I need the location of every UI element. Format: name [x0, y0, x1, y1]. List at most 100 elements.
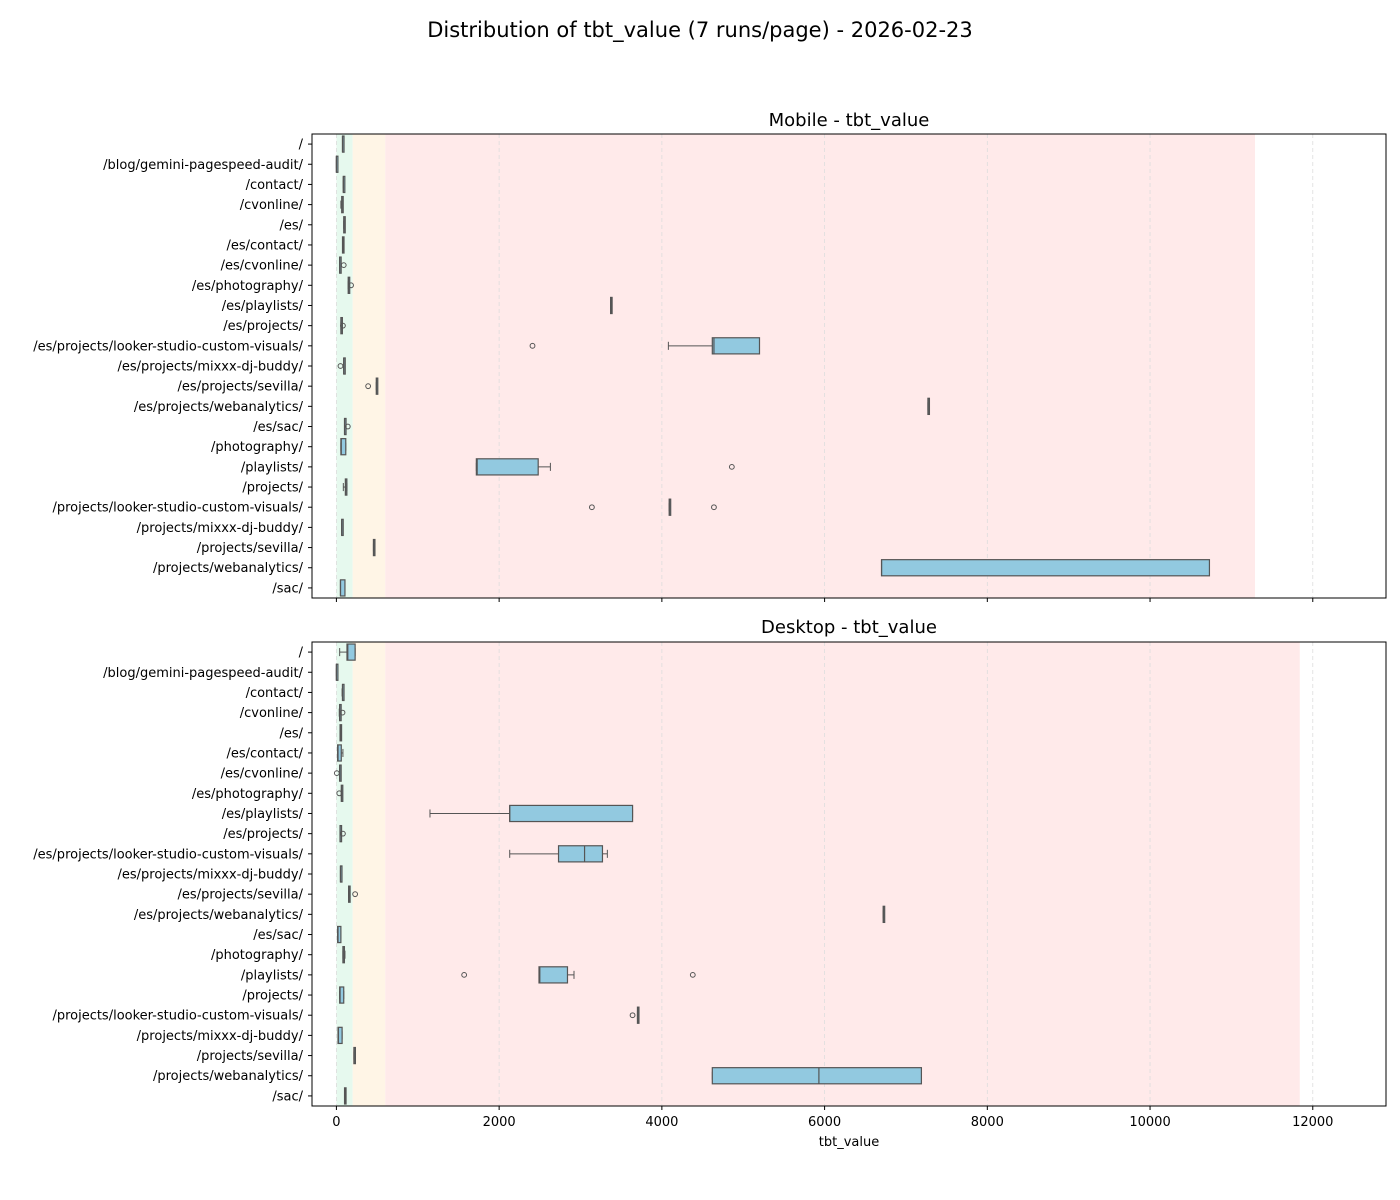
desktop-xtick-label: 8000 — [971, 1115, 1004, 1130]
mobile-box-4 — [343, 216, 346, 234]
mobile-ytick-label: /es/cvonline/ — [221, 259, 304, 274]
mobile-ytick-label: /es/projects/ — [223, 319, 303, 334]
desktop-x-axis-label: tbt_value — [819, 1135, 879, 1150]
mobile-outlier — [340, 262, 347, 269]
mobile-outlier — [348, 282, 354, 289]
desktop-box-14 — [337, 925, 342, 944]
desktop-zone-needs-improvement — [352, 642, 386, 1106]
mobile-ytick-label: /es/photography/ — [192, 279, 304, 294]
desktop-zone-poor — [385, 642, 1300, 1106]
desktop-box-5 — [337, 744, 344, 762]
desktop-ytick-label: /es/sac/ — [253, 928, 303, 943]
mobile-ytick-label: /projects/looker-studio-custom-visuals/ — [52, 501, 303, 516]
desktop-box-17 — [339, 986, 345, 1004]
desktop-box-0 — [339, 643, 356, 661]
desktop-ytick-label: / — [299, 646, 304, 661]
desktop-box-19 — [337, 1026, 343, 1045]
desktop-outlier — [340, 830, 346, 837]
desktop-box-10 — [509, 845, 608, 863]
mobile-box-16 — [475, 458, 735, 476]
desktop-outlier — [336, 790, 343, 797]
mobile-box-iqr — [711, 337, 761, 355]
mobile-panel-title: Mobile - tbt_value — [769, 110, 930, 131]
desktop-box-13 — [882, 905, 886, 924]
mobile-ytick-label: / — [299, 138, 304, 153]
desktop-outlier — [689, 971, 696, 978]
desktop-ytick-label: /es/projects/webanalytics/ — [134, 908, 304, 923]
desktop-box-iqr — [711, 1067, 923, 1085]
mobile-box-5 — [341, 236, 345, 254]
desktop-box-7 — [336, 784, 344, 802]
desktop-ytick-label: /es/projects/ — [223, 827, 303, 842]
mobile-ytick-label: /es/contact/ — [226, 238, 303, 253]
mobile-box-1 — [335, 155, 339, 173]
mobile-box-3 — [340, 195, 344, 214]
desktop-outlier — [339, 709, 346, 716]
mobile-box-0 — [341, 135, 345, 153]
desktop-xtick-label: 10000 — [1129, 1115, 1170, 1130]
desktop-box-6 — [333, 764, 342, 782]
desktop-xtick-label: 2000 — [483, 1115, 516, 1130]
mobile-ytick-label: /es/playlists/ — [222, 299, 304, 314]
mobile-box-10 — [529, 337, 761, 355]
mobile-box-18 — [588, 498, 717, 516]
desktop-box-12 — [348, 885, 359, 903]
mobile-ytick-label: /blog/gemini-pagespeed-audit/ — [103, 158, 303, 173]
mobile-outlier — [365, 383, 372, 390]
mobile-ytick-label: /photography/ — [211, 440, 304, 455]
desktop-box-20 — [353, 1046, 357, 1065]
mobile-box-2 — [342, 175, 346, 194]
mobile-outlier — [337, 363, 344, 369]
mobile-outlier — [588, 504, 595, 511]
desktop-ytick-label: /es/cvonline/ — [221, 767, 304, 782]
desktop-box-1 — [335, 663, 339, 681]
desktop-ytick-label: /projects/looker-studio-custom-visuals/ — [52, 1009, 303, 1024]
mobile-ytick-label: /cvonline/ — [240, 198, 304, 213]
desktop-panel-title: Desktop - tbt_value — [761, 617, 937, 638]
mobile-ytick-label: /projects/webanalytics/ — [153, 561, 304, 576]
desktop-xtick-label: 4000 — [645, 1115, 678, 1130]
desktop-ytick-label: /projects/mixxx-dj-buddy/ — [137, 1029, 304, 1044]
desktop-ytick-label: /projects/ — [242, 989, 303, 1004]
desktop-ytick-label: /es/projects/looker-studio-custom-visual… — [33, 847, 303, 862]
desktop-box-16 — [461, 966, 696, 984]
desktop-outlier — [333, 770, 340, 777]
mobile-box-15 — [340, 438, 347, 456]
mobile-box-iqr — [475, 458, 539, 476]
mobile-box-iqr — [880, 559, 1211, 577]
desktop-ytick-label: /contact/ — [246, 686, 304, 701]
mobile-box-13 — [927, 397, 931, 416]
desktop-box-11 — [339, 865, 343, 883]
mobile-ytick-label: /es/projects/looker-studio-custom-visual… — [33, 339, 303, 354]
desktop-box-iqr — [538, 966, 569, 984]
mobile-outlier — [728, 463, 735, 470]
desktop-box-4 — [339, 724, 343, 742]
desktop-ytick-label: /es/contact/ — [226, 746, 303, 761]
mobile-box-9 — [340, 316, 346, 335]
desktop-ytick-label: /blog/gemini-pagespeed-audit/ — [103, 666, 303, 681]
desktop-ytick-label: /cvonline/ — [240, 706, 304, 721]
mobile-outlier — [344, 423, 351, 430]
desktop-outlier — [352, 891, 359, 898]
desktop-ytick-label: /playlists/ — [241, 968, 304, 983]
desktop-xtick-label: 0 — [332, 1115, 340, 1130]
mobile-box-19 — [341, 518, 344, 537]
desktop-box-21 — [711, 1067, 923, 1085]
mobile-box-14 — [343, 417, 351, 436]
mobile-box-11 — [337, 357, 346, 375]
desktop-ytick-label: /projects/webanalytics/ — [153, 1069, 304, 1084]
desktop-ytick-label: /es/playlists/ — [222, 807, 304, 822]
mobile-panel: / /blog/gemini-pagespeed-audit/ /contact/ /… — [33, 110, 1387, 602]
mobile-zone-needs-improvement — [352, 134, 386, 598]
mobile-box-20 — [372, 538, 376, 557]
mobile-zone-poor — [385, 134, 1256, 598]
desktop-box-3 — [338, 703, 346, 722]
desktop-ytick-label: /photography/ — [211, 948, 304, 963]
mobile-box-17 — [342, 478, 348, 496]
desktop-ytick-label: /sac/ — [272, 1089, 303, 1104]
desktop-panel: / /blog/gemini-pagespeed-audit/ /contact/ /… — [33, 617, 1387, 1150]
desktop-box-22 — [343, 1087, 347, 1105]
mobile-box-21 — [880, 559, 1211, 577]
desktop-xtick-label: 12000 — [1292, 1115, 1333, 1130]
